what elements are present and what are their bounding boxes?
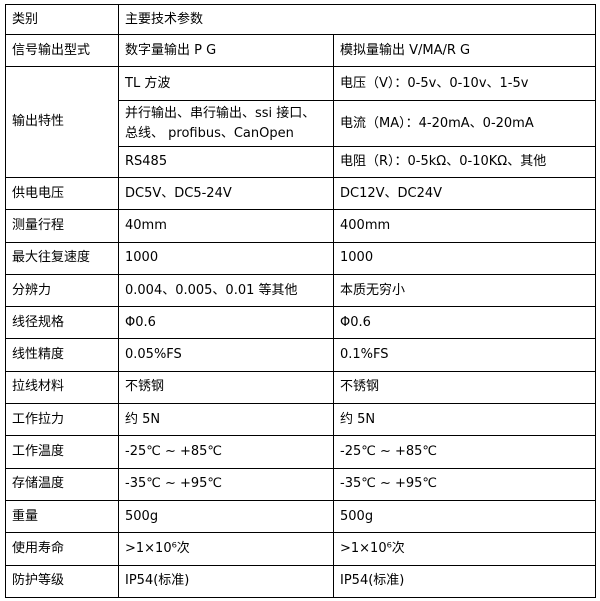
table-cell: 不锈钢 xyxy=(118,370,334,405)
table-row: 存储温度 -35℃ ~ +95℃ -35℃ ~ +95℃ xyxy=(5,467,597,501)
table-cell: 测量行程 xyxy=(5,209,119,243)
table-cell: 1000 xyxy=(332,241,597,275)
table-cell: 线径规格 xyxy=(5,306,119,340)
table-cell: >1×10⁶次 xyxy=(118,532,334,566)
spec-table: 类别 主要技术参数 信号输出型式 数字量输出 P G 模拟量输出 V/MA/R G 输出特… xyxy=(5,4,597,598)
table-cell: -35℃ ~ +95℃ xyxy=(332,467,597,501)
table-cell: 约 5N xyxy=(332,403,597,437)
table-row: 最大往复速度 1000 1000 xyxy=(5,241,597,275)
table-cell: 电流（MA）：4-20mA、0-20mA xyxy=(332,100,597,147)
table-cell: 电阻（R）：0-5kΩ、0-10KΩ、其他 xyxy=(332,146,597,178)
table-row: 线性精度 0.05%FS 0.1%FS xyxy=(5,338,597,372)
table-cell: DC12V、DC24V xyxy=(332,176,597,211)
table-cell: 0.004、0.005、0.01 等其他 xyxy=(118,273,334,308)
table-cell: 重量 xyxy=(5,499,119,534)
table-cell: Φ0.6 xyxy=(332,306,597,340)
table-cell: 模拟量输出 V/MA/R G xyxy=(332,34,597,67)
table-cell: IP54(标准) xyxy=(332,564,597,598)
table-row: 类别 主要技术参数 xyxy=(5,4,597,35)
table-cell: 输出特性 xyxy=(5,66,119,178)
table-cell: 最大往复速度 xyxy=(5,241,119,275)
table-cell: 约 5N xyxy=(118,403,334,437)
table-cell: RS485 xyxy=(118,146,334,178)
table-row: 测量行程 40mm 400mm xyxy=(5,209,597,243)
table-cell: 40mm xyxy=(118,209,334,243)
table-cell: -25℃ ~ +85℃ xyxy=(118,435,334,469)
table-row: 工作温度 -25℃ ~ +85℃ -25℃ ~ +85℃ xyxy=(5,435,597,469)
table-row: 拉线材料 不锈钢 不锈钢 xyxy=(5,370,597,405)
table-body: 类别 主要技术参数 信号输出型式 数字量输出 P G 模拟量输出 V/MA/R G 输出特… xyxy=(5,4,597,598)
table-cell: 供电电压 xyxy=(5,176,119,211)
table-row: RS485 电阻（R）：0-5kΩ、0-10KΩ、其他 xyxy=(6,146,597,178)
table-row: 输出特性 TL 方波 电压（V）：0-5v、0-10v、1-5v xyxy=(5,66,597,178)
table-cell: -35℃ ~ +95℃ xyxy=(118,467,334,501)
table-cell: 主要技术参数 xyxy=(117,4,597,35)
table-cell: TL 方波 xyxy=(118,66,334,101)
table-cell: 500g xyxy=(118,499,334,534)
table-cell: 分辨力 xyxy=(5,273,119,308)
table-cell: 存储温度 xyxy=(5,467,119,501)
table-row: 线径规格 Φ0.6 Φ0.6 xyxy=(5,306,597,340)
table-cell: DC5V、DC5-24V xyxy=(118,176,334,211)
table-cell: 400mm xyxy=(332,209,597,243)
table-cell: 1000 xyxy=(118,241,334,275)
table-cell: 线性精度 xyxy=(5,338,119,372)
table-cell: 不锈钢 xyxy=(332,370,597,405)
table-row: 信号输出型式 数字量输出 P G 模拟量输出 V/MA/R G xyxy=(5,34,597,67)
table-cell: 0.1%FS xyxy=(332,338,597,372)
table-cell: 防护等级 xyxy=(5,564,119,598)
table-cell: 数字量输出 P G xyxy=(118,34,334,67)
table-cell: 工作温度 xyxy=(5,435,119,469)
table-cell: >1×10⁶次 xyxy=(332,532,597,566)
table-cell: 本质无穷小 xyxy=(332,273,597,308)
table-cell: 使用寿命 xyxy=(5,532,119,566)
table-cell: 电压（V）：0-5v、0-10v、1-5v xyxy=(332,66,597,101)
table-cell: 工作拉力 xyxy=(5,403,119,437)
table-cell: -25℃ ~ +85℃ xyxy=(332,435,597,469)
table-cell: IP54(标准) xyxy=(118,564,334,598)
table-cell: 拉线材料 xyxy=(5,370,119,405)
table-row: 使用寿命 >1×10⁶次 >1×10⁶次 xyxy=(5,532,597,566)
table-cell: 类别 xyxy=(5,4,119,35)
table-row: 供电电压 DC5V、DC5-24V DC12V、DC24V xyxy=(5,176,597,211)
table-cell: 信号输出型式 xyxy=(5,34,119,67)
table-cell: 并行输出、串行输出、ssi 接口、总线、 profibus、CanOpen xyxy=(118,100,334,147)
table-row: 并行输出、串行输出、ssi 接口、总线、 profibus、CanOpen 电流（… xyxy=(6,100,597,147)
table-row: 防护等级 IP54(标准) IP54(标准) xyxy=(5,564,597,598)
table-row: 工作拉力约 5N 约 5N xyxy=(5,403,597,437)
table-cell: 500g xyxy=(332,499,597,534)
table-row: 重量 500g 500g xyxy=(5,499,597,534)
table-row: 分辨力 0.004、0.005、0.01 等其他 本质无穷小 xyxy=(5,273,597,308)
table-cell: 0.05%FS xyxy=(118,338,334,372)
table-cell: Φ0.6 xyxy=(118,306,334,340)
